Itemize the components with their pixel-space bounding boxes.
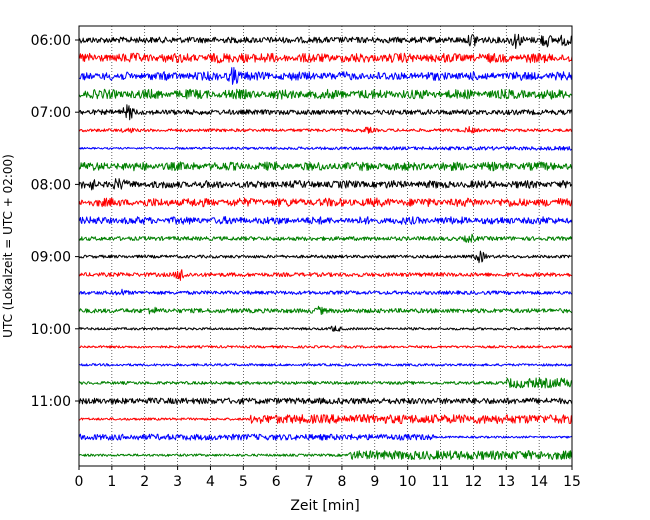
trace-line (78, 126, 573, 134)
trace-line (78, 145, 573, 151)
x-tick-label: 14 (530, 474, 548, 490)
trace-line (78, 288, 573, 296)
x-tick-label: 0 (75, 474, 84, 490)
trace-line (78, 88, 573, 100)
trace-line (78, 433, 573, 441)
trace-line (78, 67, 573, 85)
x-tick-label: 11 (432, 474, 450, 490)
trace-line (78, 233, 573, 243)
y-tick-label: 09:00 (31, 250, 71, 266)
trace-line (78, 178, 573, 191)
trace-line (78, 104, 573, 121)
trace-line (78, 397, 573, 405)
y-axis-ticks: 06:00 07:00 08:00 09:00 10:00 11:00 (31, 33, 79, 410)
x-axis-ticks: 0 1 2 3 4 5 6 7 8 9 10 11 12 13 14 15 (75, 466, 581, 490)
trace-line (78, 269, 573, 281)
x-tick-label: 7 (305, 474, 314, 490)
trace-line (78, 345, 573, 349)
x-tick-label: 6 (272, 474, 281, 490)
trace-line (78, 197, 573, 208)
x-tick-label: 8 (337, 474, 346, 490)
x-tick-label: 15 (563, 474, 581, 490)
x-tick-label: 9 (370, 474, 379, 490)
trace-line (78, 450, 573, 461)
y-tick-label: 11:00 (31, 394, 71, 410)
x-axis-label: Zeit [min] (290, 498, 359, 514)
trace-line (78, 414, 573, 424)
x-tick-label: 13 (497, 474, 515, 490)
plot-frame (78, 25, 573, 467)
x-tick-label: 10 (399, 474, 417, 490)
x-tick-label: 4 (206, 474, 215, 490)
trace-line (78, 363, 573, 367)
y-axis-label: UTC (Lokalzeit = UTC + 02:00) (1, 154, 15, 338)
trace-line (78, 305, 573, 315)
trace-line (78, 325, 573, 332)
x-tick-label: 12 (464, 474, 482, 490)
trace-line (78, 250, 573, 264)
trace-line (78, 216, 573, 225)
y-tick-label: 08:00 (31, 177, 71, 193)
trace-line (78, 33, 573, 49)
y-tick-label: 06:00 (31, 33, 71, 49)
y-tick-label: 07:00 (31, 105, 71, 121)
x-tick-label: 5 (239, 474, 248, 490)
x-tick-label: 2 (140, 474, 149, 490)
grid-lines (111, 26, 540, 466)
trace-line (78, 161, 573, 172)
y-tick-label: 10:00 (31, 322, 71, 338)
trace-series (78, 33, 573, 461)
x-tick-label: 3 (173, 474, 182, 490)
trace-line (78, 52, 573, 64)
x-tick-label: 1 (107, 474, 116, 490)
trace-line (78, 377, 573, 389)
